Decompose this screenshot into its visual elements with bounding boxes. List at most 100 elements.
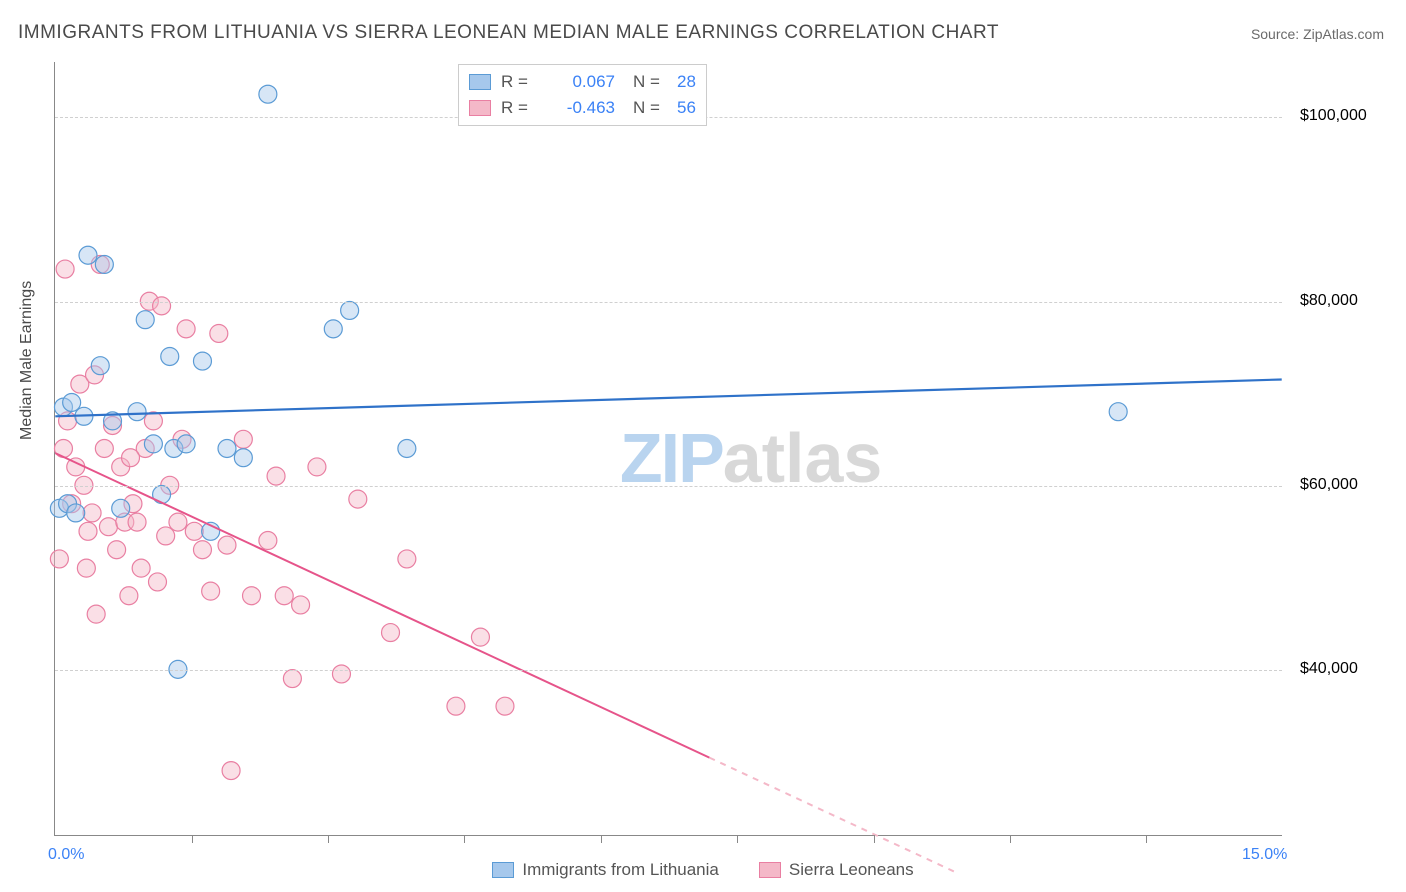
legend-row-0: R = 0.067 N = 28 bbox=[469, 69, 696, 95]
scatter-point bbox=[122, 449, 140, 467]
chart-title: IMMIGRANTS FROM LITHUANIA VS SIERRA LEON… bbox=[18, 22, 999, 44]
legend-bottom-swatch-0 bbox=[492, 862, 514, 878]
scatter-point bbox=[99, 518, 117, 536]
scatter-point bbox=[267, 467, 285, 485]
legend-bottom-label-0: Immigrants from Lithuania bbox=[522, 860, 719, 880]
source-value: ZipAtlas.com bbox=[1303, 26, 1384, 42]
scatter-point bbox=[210, 324, 228, 342]
scatter-point bbox=[79, 522, 97, 540]
gridline bbox=[55, 486, 1282, 487]
legend-bottom-swatch-1 bbox=[759, 862, 781, 878]
scatter-point bbox=[218, 536, 236, 554]
scatter-point bbox=[398, 440, 416, 458]
scatter-point bbox=[149, 573, 167, 591]
plot-area: ZIPatlas bbox=[54, 62, 1282, 836]
legend-row-1: R = -0.463 N = 56 bbox=[469, 95, 696, 121]
scatter-point bbox=[234, 430, 252, 448]
x-tick bbox=[1010, 835, 1011, 843]
n-label-0: N = bbox=[633, 72, 667, 92]
x-tick-max: 15.0% bbox=[1242, 846, 1287, 864]
trend-line bbox=[55, 379, 1281, 416]
source-prefix: Source: bbox=[1251, 26, 1303, 42]
r-value-1: -0.463 bbox=[545, 98, 615, 118]
x-tick bbox=[1146, 835, 1147, 843]
scatter-point bbox=[332, 665, 350, 683]
scatter-point bbox=[79, 246, 97, 264]
scatter-point bbox=[108, 541, 126, 559]
x-tick-min: 0.0% bbox=[48, 846, 84, 864]
scatter-point bbox=[275, 587, 293, 605]
scatter-point bbox=[234, 449, 252, 467]
scatter-point bbox=[218, 440, 236, 458]
legend-item-0: Immigrants from Lithuania bbox=[492, 860, 719, 880]
scatter-point bbox=[308, 458, 326, 476]
legend-swatch-0 bbox=[469, 74, 491, 90]
scatter-point bbox=[136, 311, 154, 329]
scatter-point bbox=[259, 532, 277, 550]
scatter-point bbox=[153, 297, 171, 315]
legend-item-1: Sierra Leoneans bbox=[759, 860, 914, 880]
x-tick bbox=[328, 835, 329, 843]
x-tick bbox=[192, 835, 193, 843]
scatter-point bbox=[349, 490, 367, 508]
scatter-point bbox=[120, 587, 138, 605]
scatter-point bbox=[67, 504, 85, 522]
y-tick-label: $60,000 bbox=[1300, 476, 1358, 494]
scatter-point bbox=[128, 513, 146, 531]
chart-container: IMMIGRANTS FROM LITHUANIA VS SIERRA LEON… bbox=[0, 0, 1406, 892]
y-axis-label: Median Male Earnings bbox=[18, 281, 36, 440]
scatter-point bbox=[202, 582, 220, 600]
n-value-1: 56 bbox=[677, 98, 696, 118]
y-tick-label: $100,000 bbox=[1300, 107, 1367, 125]
scatter-point bbox=[144, 435, 162, 453]
scatter-point bbox=[496, 697, 514, 715]
scatter-point bbox=[91, 357, 109, 375]
scatter-point bbox=[193, 541, 211, 559]
x-tick bbox=[737, 835, 738, 843]
y-tick-label: $80,000 bbox=[1300, 292, 1358, 310]
scatter-point bbox=[95, 440, 113, 458]
source-label: Source: ZipAtlas.com bbox=[1251, 26, 1384, 42]
scatter-point bbox=[153, 486, 171, 504]
y-tick-label: $40,000 bbox=[1300, 660, 1358, 678]
scatter-point bbox=[222, 762, 240, 780]
gridline bbox=[55, 670, 1282, 671]
scatter-point bbox=[1109, 403, 1127, 421]
scatter-point bbox=[83, 504, 101, 522]
scatter-point bbox=[56, 260, 74, 278]
scatter-point bbox=[50, 550, 68, 568]
scatter-point bbox=[161, 347, 179, 365]
scatter-point bbox=[447, 697, 465, 715]
scatter-point bbox=[292, 596, 310, 614]
x-tick bbox=[464, 835, 465, 843]
scatter-point bbox=[63, 393, 81, 411]
scatter-point bbox=[128, 403, 146, 421]
scatter-point bbox=[259, 85, 277, 103]
x-tick bbox=[601, 835, 602, 843]
scatter-point bbox=[243, 587, 261, 605]
scatter-point bbox=[283, 670, 301, 688]
scatter-point bbox=[95, 255, 113, 273]
scatter-point bbox=[185, 522, 203, 540]
legend-series: Immigrants from Lithuania Sierra Leonean… bbox=[0, 860, 1406, 880]
legend-correlation: R = 0.067 N = 28 R = -0.463 N = 56 bbox=[458, 64, 707, 126]
gridline bbox=[55, 302, 1282, 303]
trend-line-dashed bbox=[709, 758, 954, 872]
scatter-point bbox=[87, 605, 105, 623]
scatter-point bbox=[193, 352, 211, 370]
legend-bottom-label-1: Sierra Leoneans bbox=[789, 860, 914, 880]
x-tick bbox=[874, 835, 875, 843]
scatter-point bbox=[324, 320, 342, 338]
scatter-point bbox=[398, 550, 416, 568]
scatter-point bbox=[177, 435, 195, 453]
scatter-point bbox=[471, 628, 489, 646]
n-label-1: N = bbox=[633, 98, 667, 118]
legend-swatch-1 bbox=[469, 100, 491, 116]
chart-svg bbox=[55, 62, 1282, 835]
scatter-point bbox=[157, 527, 175, 545]
trend-line bbox=[55, 453, 709, 758]
r-value-0: 0.067 bbox=[545, 72, 615, 92]
scatter-point bbox=[112, 499, 130, 517]
n-value-0: 28 bbox=[677, 72, 696, 92]
scatter-point bbox=[77, 559, 95, 577]
